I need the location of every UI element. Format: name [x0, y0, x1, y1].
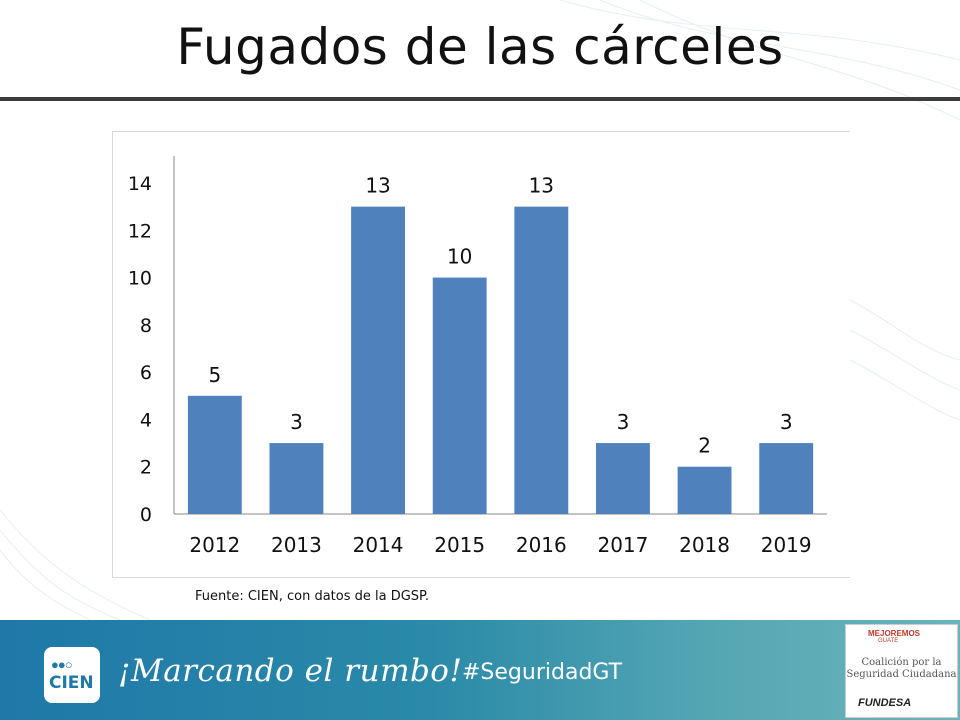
- data-label-2012: 5: [208, 363, 221, 387]
- x-tick-label-2013: 2013: [271, 533, 322, 557]
- cien-logo-text: CIEN: [49, 673, 94, 693]
- partner-fundesa-text: FUNDESA: [858, 697, 912, 709]
- source-note: Fuente: CIEN, con datos de la DGSP.: [195, 589, 429, 604]
- bar-chart: 0 2 4 6 8 10 12 14 5 2012 3 2013 13 2014 10 2015 13 2016 3…: [128, 156, 827, 557]
- x-tick-label-2016: 2016: [516, 533, 567, 557]
- bar-2016: [514, 206, 569, 514]
- y-tick-label: 4: [140, 409, 152, 431]
- bar-2019: [759, 443, 814, 514]
- y-tick-label: 6: [140, 362, 152, 384]
- x-tick-label-2018: 2018: [679, 533, 730, 557]
- partner-logo-box: MEJOREMOS GUATE Coalición por la Segurid…: [845, 624, 958, 718]
- partner-coalition-text: Coalición por la Seguridad Ciudadana: [846, 657, 957, 680]
- x-tick-label-2017: 2017: [597, 533, 648, 557]
- y-tick-label: 2: [140, 457, 152, 479]
- hashtag: #SeguridadGT: [462, 660, 623, 685]
- slogan: ¡Marcando el rumbo!: [118, 653, 463, 689]
- y-tick-label: 12: [128, 220, 152, 242]
- bar-2013: [269, 443, 324, 514]
- cien-logo: ●●○ CIEN: [44, 647, 100, 703]
- y-tick-label: 8: [140, 315, 152, 337]
- data-label-2013: 3: [290, 410, 303, 434]
- data-label-2016: 13: [529, 174, 554, 198]
- bar-2017: [596, 443, 650, 514]
- bar-2014: [351, 206, 405, 514]
- data-label-2019: 3: [780, 410, 793, 434]
- y-tick-label: 0: [140, 504, 152, 526]
- bar-2012: [187, 395, 242, 514]
- partner-top-text: MEJOREMOS: [868, 629, 921, 638]
- partner-guate-text: GUATE: [878, 638, 899, 644]
- y-tick-label: 14: [128, 173, 152, 195]
- data-label-2018: 2: [698, 434, 711, 458]
- data-label-2015: 10: [447, 245, 472, 269]
- bar-2018: [677, 466, 732, 514]
- cien-logo-dots: ●●○: [51, 657, 73, 672]
- data-label-2017: 3: [617, 410, 630, 434]
- title-divider: [0, 97, 960, 101]
- x-tick-label-2012: 2012: [189, 533, 240, 557]
- chart-area: 0 2 4 6 8 10 12 14 5 2012 3 2013 13 2014 10 2015 13 2016 3…: [112, 131, 850, 578]
- x-tick-label-2015: 2015: [434, 533, 485, 557]
- x-tick-label-2019: 2019: [761, 533, 812, 557]
- y-tick-label: 10: [128, 268, 152, 290]
- bar-2015: [432, 277, 487, 514]
- x-tick-label-2014: 2014: [353, 533, 404, 557]
- data-label-2014: 13: [365, 174, 390, 198]
- slide-title: Fugados de las cárceles: [176, 18, 784, 76]
- footer-banner: [0, 620, 960, 720]
